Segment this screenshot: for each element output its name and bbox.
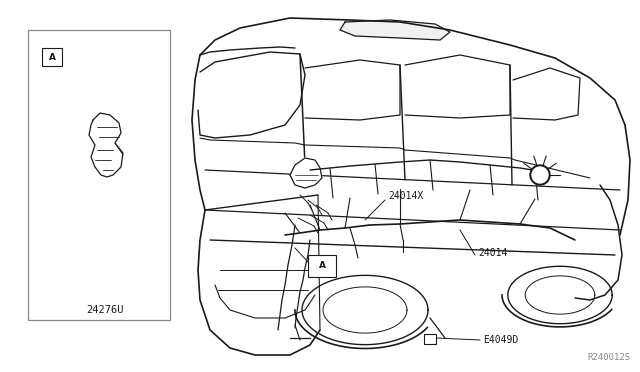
- Circle shape: [530, 165, 550, 185]
- Polygon shape: [340, 20, 450, 40]
- Text: 24014X: 24014X: [388, 191, 423, 201]
- Polygon shape: [89, 113, 123, 177]
- Text: E4049D: E4049D: [483, 335, 518, 345]
- Text: A: A: [319, 262, 326, 270]
- Text: 24276U: 24276U: [86, 305, 124, 315]
- Bar: [28, 30, 170, 320]
- Bar: [308, 255, 336, 277]
- Text: A: A: [49, 52, 56, 61]
- Circle shape: [532, 167, 548, 183]
- Text: 24014: 24014: [478, 248, 508, 258]
- Polygon shape: [290, 158, 322, 188]
- Text: R240012S: R240012S: [587, 353, 630, 362]
- Bar: [42, 48, 62, 66]
- Bar: [424, 334, 436, 344]
